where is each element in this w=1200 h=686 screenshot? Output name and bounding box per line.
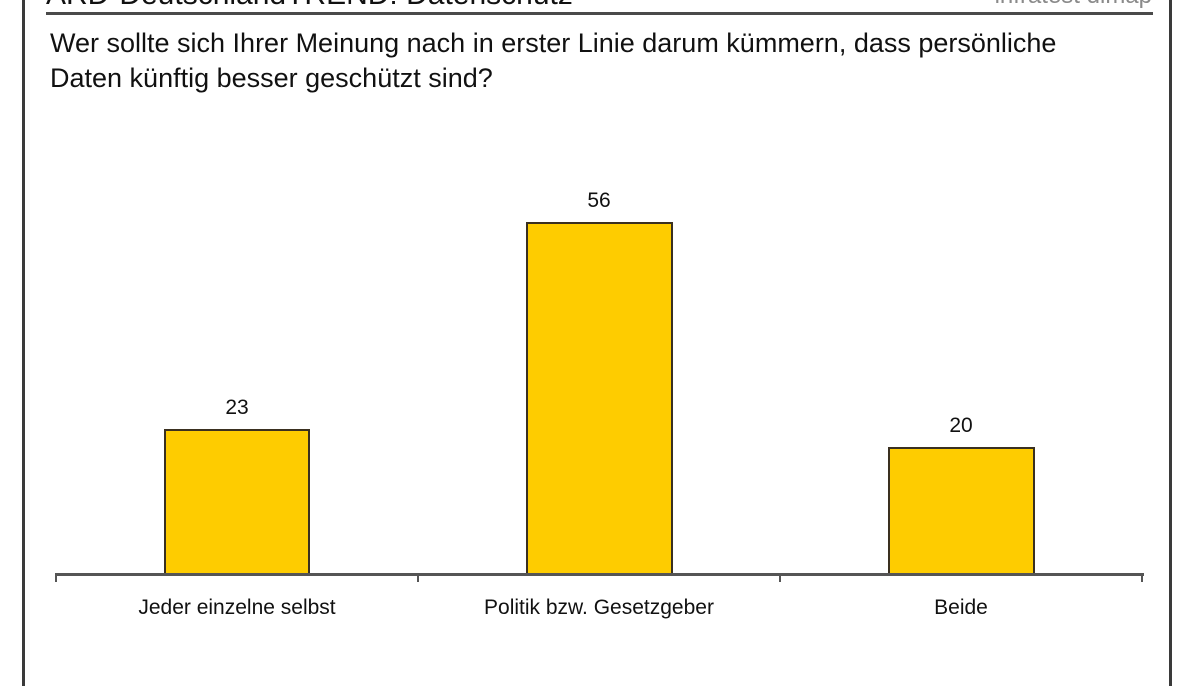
- x-axis-tick: [417, 573, 419, 582]
- category-label: Jeder einzelne selbst: [138, 596, 336, 619]
- category-label: Politik bzw. Gesetzgeber: [484, 596, 714, 619]
- source-label: infratest dimap: [995, 0, 1152, 9]
- x-axis: [55, 573, 1144, 576]
- bar-politik-gesetzgeber: [526, 222, 673, 574]
- bar-beide: [888, 447, 1035, 574]
- bar-jeder-einzelne-selbst: [164, 429, 310, 574]
- bar-value-label: 20: [949, 414, 973, 437]
- category-label: Beide: [934, 596, 988, 619]
- bar-value-label: 23: [225, 396, 249, 419]
- survey-question: Wer sollte sich Ihrer Meinung nach in er…: [50, 28, 1057, 93]
- x-axis-tick: [55, 573, 57, 582]
- bar-value-label: 56: [587, 189, 611, 212]
- chart-header-title: ARD-DeutschlandTREND: Datenschutz: [46, 0, 573, 10]
- header-divider: [46, 12, 1153, 15]
- x-axis-tick: [779, 573, 781, 582]
- x-axis-tick: [1141, 573, 1143, 582]
- chart-frame: [22, 0, 1172, 686]
